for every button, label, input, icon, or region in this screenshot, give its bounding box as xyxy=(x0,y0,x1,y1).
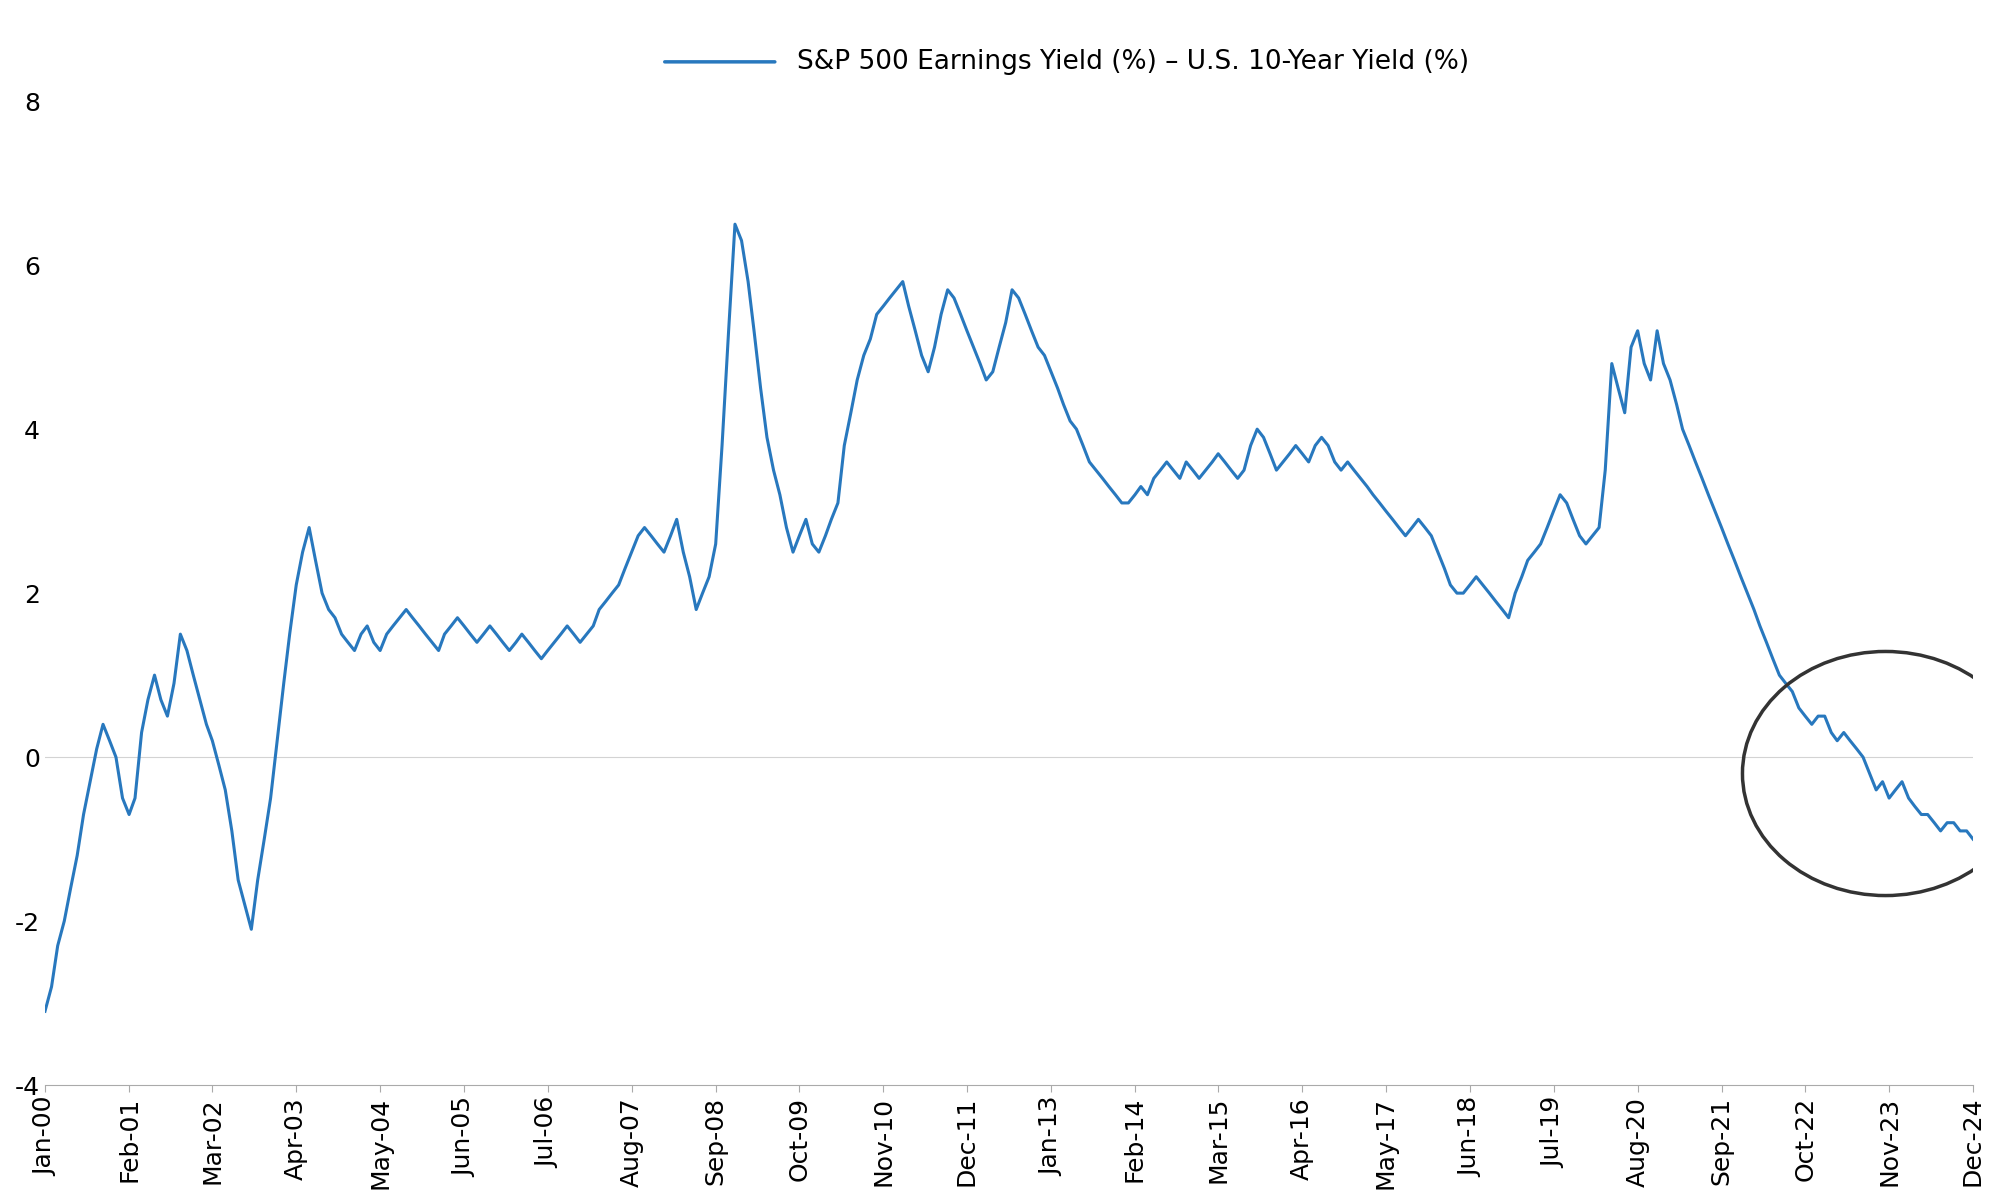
Text: S&P 500 Earnings Yield (%) – U.S. 10-Year Yield (%): S&P 500 Earnings Yield (%) – U.S. 10-Yea… xyxy=(796,49,1470,75)
